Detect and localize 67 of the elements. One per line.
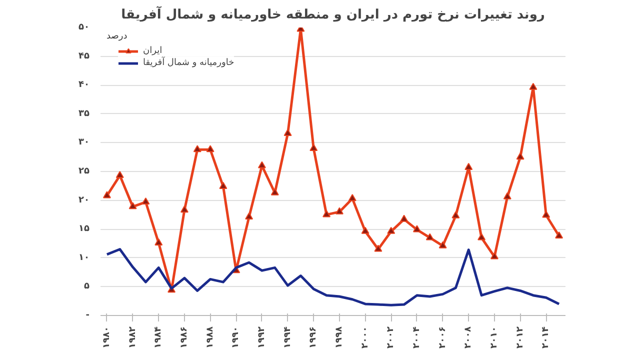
point [400,214,408,222]
point [206,145,214,152]
point [270,188,279,196]
y-tick-label: ۴۰ [78,80,90,90]
x-tick-label: ۲۰۰۰ [360,326,370,348]
y-tick-label: ۱۵ [78,224,90,234]
x-tick-label: ۱۹۹۴ [282,326,293,348]
point [478,233,486,240]
point [102,191,111,198]
legend-label: خاورمیانه و شمال آفریقا [143,57,234,69]
point [245,212,254,220]
point [529,82,538,90]
point [542,210,550,218]
x-tick-label: ۲۰۰۴ [412,326,422,348]
x-tick-label: ۱۹۸۴ [154,326,164,348]
y-tick-label: ۴۵ [78,51,90,62]
line-series [106,248,560,306]
point [116,170,124,178]
point [387,226,396,234]
point [464,162,473,170]
point [555,231,564,239]
point [258,161,266,168]
x-tick-label: ۱۹۹۸ [334,326,344,348]
y-tick-label: ۲۰ [78,195,90,206]
y-tick-label: ۵ [84,282,90,292]
point [335,207,344,214]
point [310,144,318,151]
point [193,145,202,152]
legend-label: ایران [143,45,163,56]
x-tick-label: ۱۹۹۶ [308,326,319,348]
point [452,211,460,218]
point [426,233,434,240]
x-tick-label: ۲۰۰۸ [464,326,474,348]
point [322,210,331,218]
point [284,128,292,136]
chart-title: روند تغییرات نرخ تورم در ایران و منطقه خاورمیانه و شمال آفریقا [121,6,545,22]
point [128,202,137,210]
x-tick-label: ۲۰۱۰ [489,326,500,348]
y-tick-label: ۵۰ [78,22,90,32]
y-tick-label: ۲۵ [78,166,90,176]
x-tick-label: ۱۹۸۶ [179,326,190,348]
x-tick-label: ۱۹۹۰ [231,326,242,348]
point [361,226,370,234]
point [374,244,382,252]
x-tick-label: ۱۹۸۸ [205,326,216,348]
point [180,206,188,213]
point [490,252,498,260]
x-tick-label: ۲۰۰۲ [386,326,396,348]
x-tick-label: ۲۰۰۶ [438,326,448,348]
point [412,225,421,232]
y-tick-label: ۳۰ [78,138,90,148]
x-tick-label: ۱۹۸۰ [102,326,112,348]
point [438,241,447,248]
y-tick-label: ۱۰ [78,252,90,263]
point [219,182,228,189]
y-axis-title: درصد [106,32,128,42]
x-tick-label: ۱۹۹۲ [256,326,267,348]
x-tick-label: ۱۹۸۲ [128,326,138,348]
x-tick-label: ۲۰۱۴ [541,326,552,348]
x-tick-label: ۲۰۱۲ [515,326,526,348]
point [142,197,150,205]
point [516,152,524,160]
y-tick-label: ۳۵ [78,108,90,119]
y-tick-label: - [86,310,90,320]
point [503,192,512,200]
point [348,194,356,202]
point [154,238,163,246]
